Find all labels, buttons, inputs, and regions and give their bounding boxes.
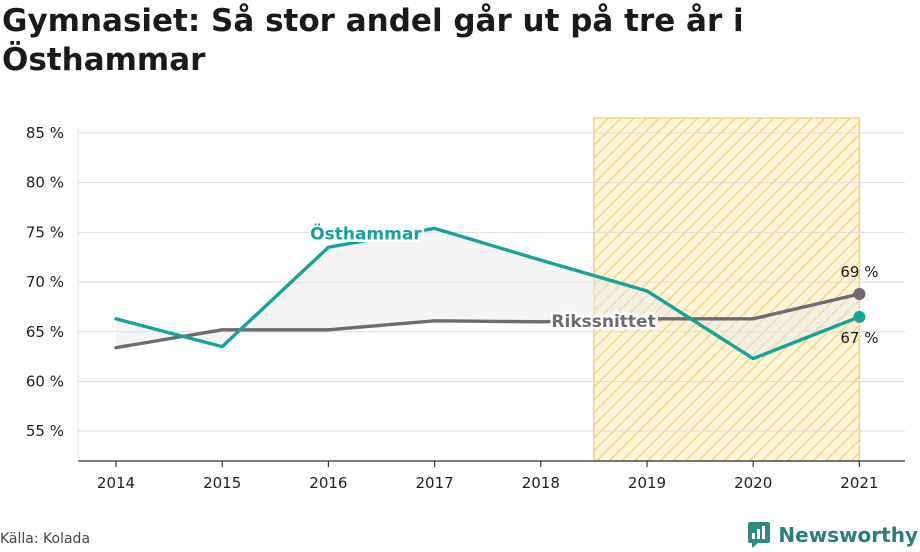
y-tick-label-65: 65 % [26,323,64,341]
brand-logo: Newsworthy [746,520,918,550]
y-tick-label-60: 60 % [26,372,64,390]
source-note: Källa: Kolada [0,531,91,547]
x-tick-label-2018: 2018 [522,474,560,492]
series-label-halo-rikssnittet: Rikssnittet [551,312,655,332]
newsworthy-logo-icon [748,522,771,548]
brand-name: Newsworthy [778,523,918,547]
x-tick-label-2014: 2014 [97,474,135,492]
series-line-osthammar [114,226,862,361]
series-label-rikssnittet: Rikssnittet [551,312,655,332]
y-tick-label-75: 75 % [26,223,64,241]
x-tick-label-2016: 2016 [309,474,347,492]
x-tick-label-2015: 2015 [203,474,241,492]
series-label-halo-osthammar: Östhammar [310,222,422,244]
x-tick-label-2020: 2020 [734,474,772,492]
y-tick-label-85: 85 % [26,124,64,142]
end-point-osthammar [853,310,866,323]
x-tick-label-2019: 2019 [628,474,666,492]
x-tick-label-2021: 2021 [840,474,878,492]
chart-title: Gymnasiet: Så stor andel går ut på tre å… [2,3,744,78]
end-label-rikssnittet: 69 % [840,263,878,281]
difference-area [116,228,860,359]
x-tick-label-2017: 2017 [416,474,454,492]
end-point-rikssnittet [853,287,866,300]
y-tick-label-70: 70 % [26,273,64,291]
y-tick-label-80: 80 % [26,174,64,192]
series-label-osthammar: Östhammar [310,222,422,244]
end-label-osthammar: 67 % [840,329,878,347]
y-tick-label-55: 55 % [26,422,64,440]
